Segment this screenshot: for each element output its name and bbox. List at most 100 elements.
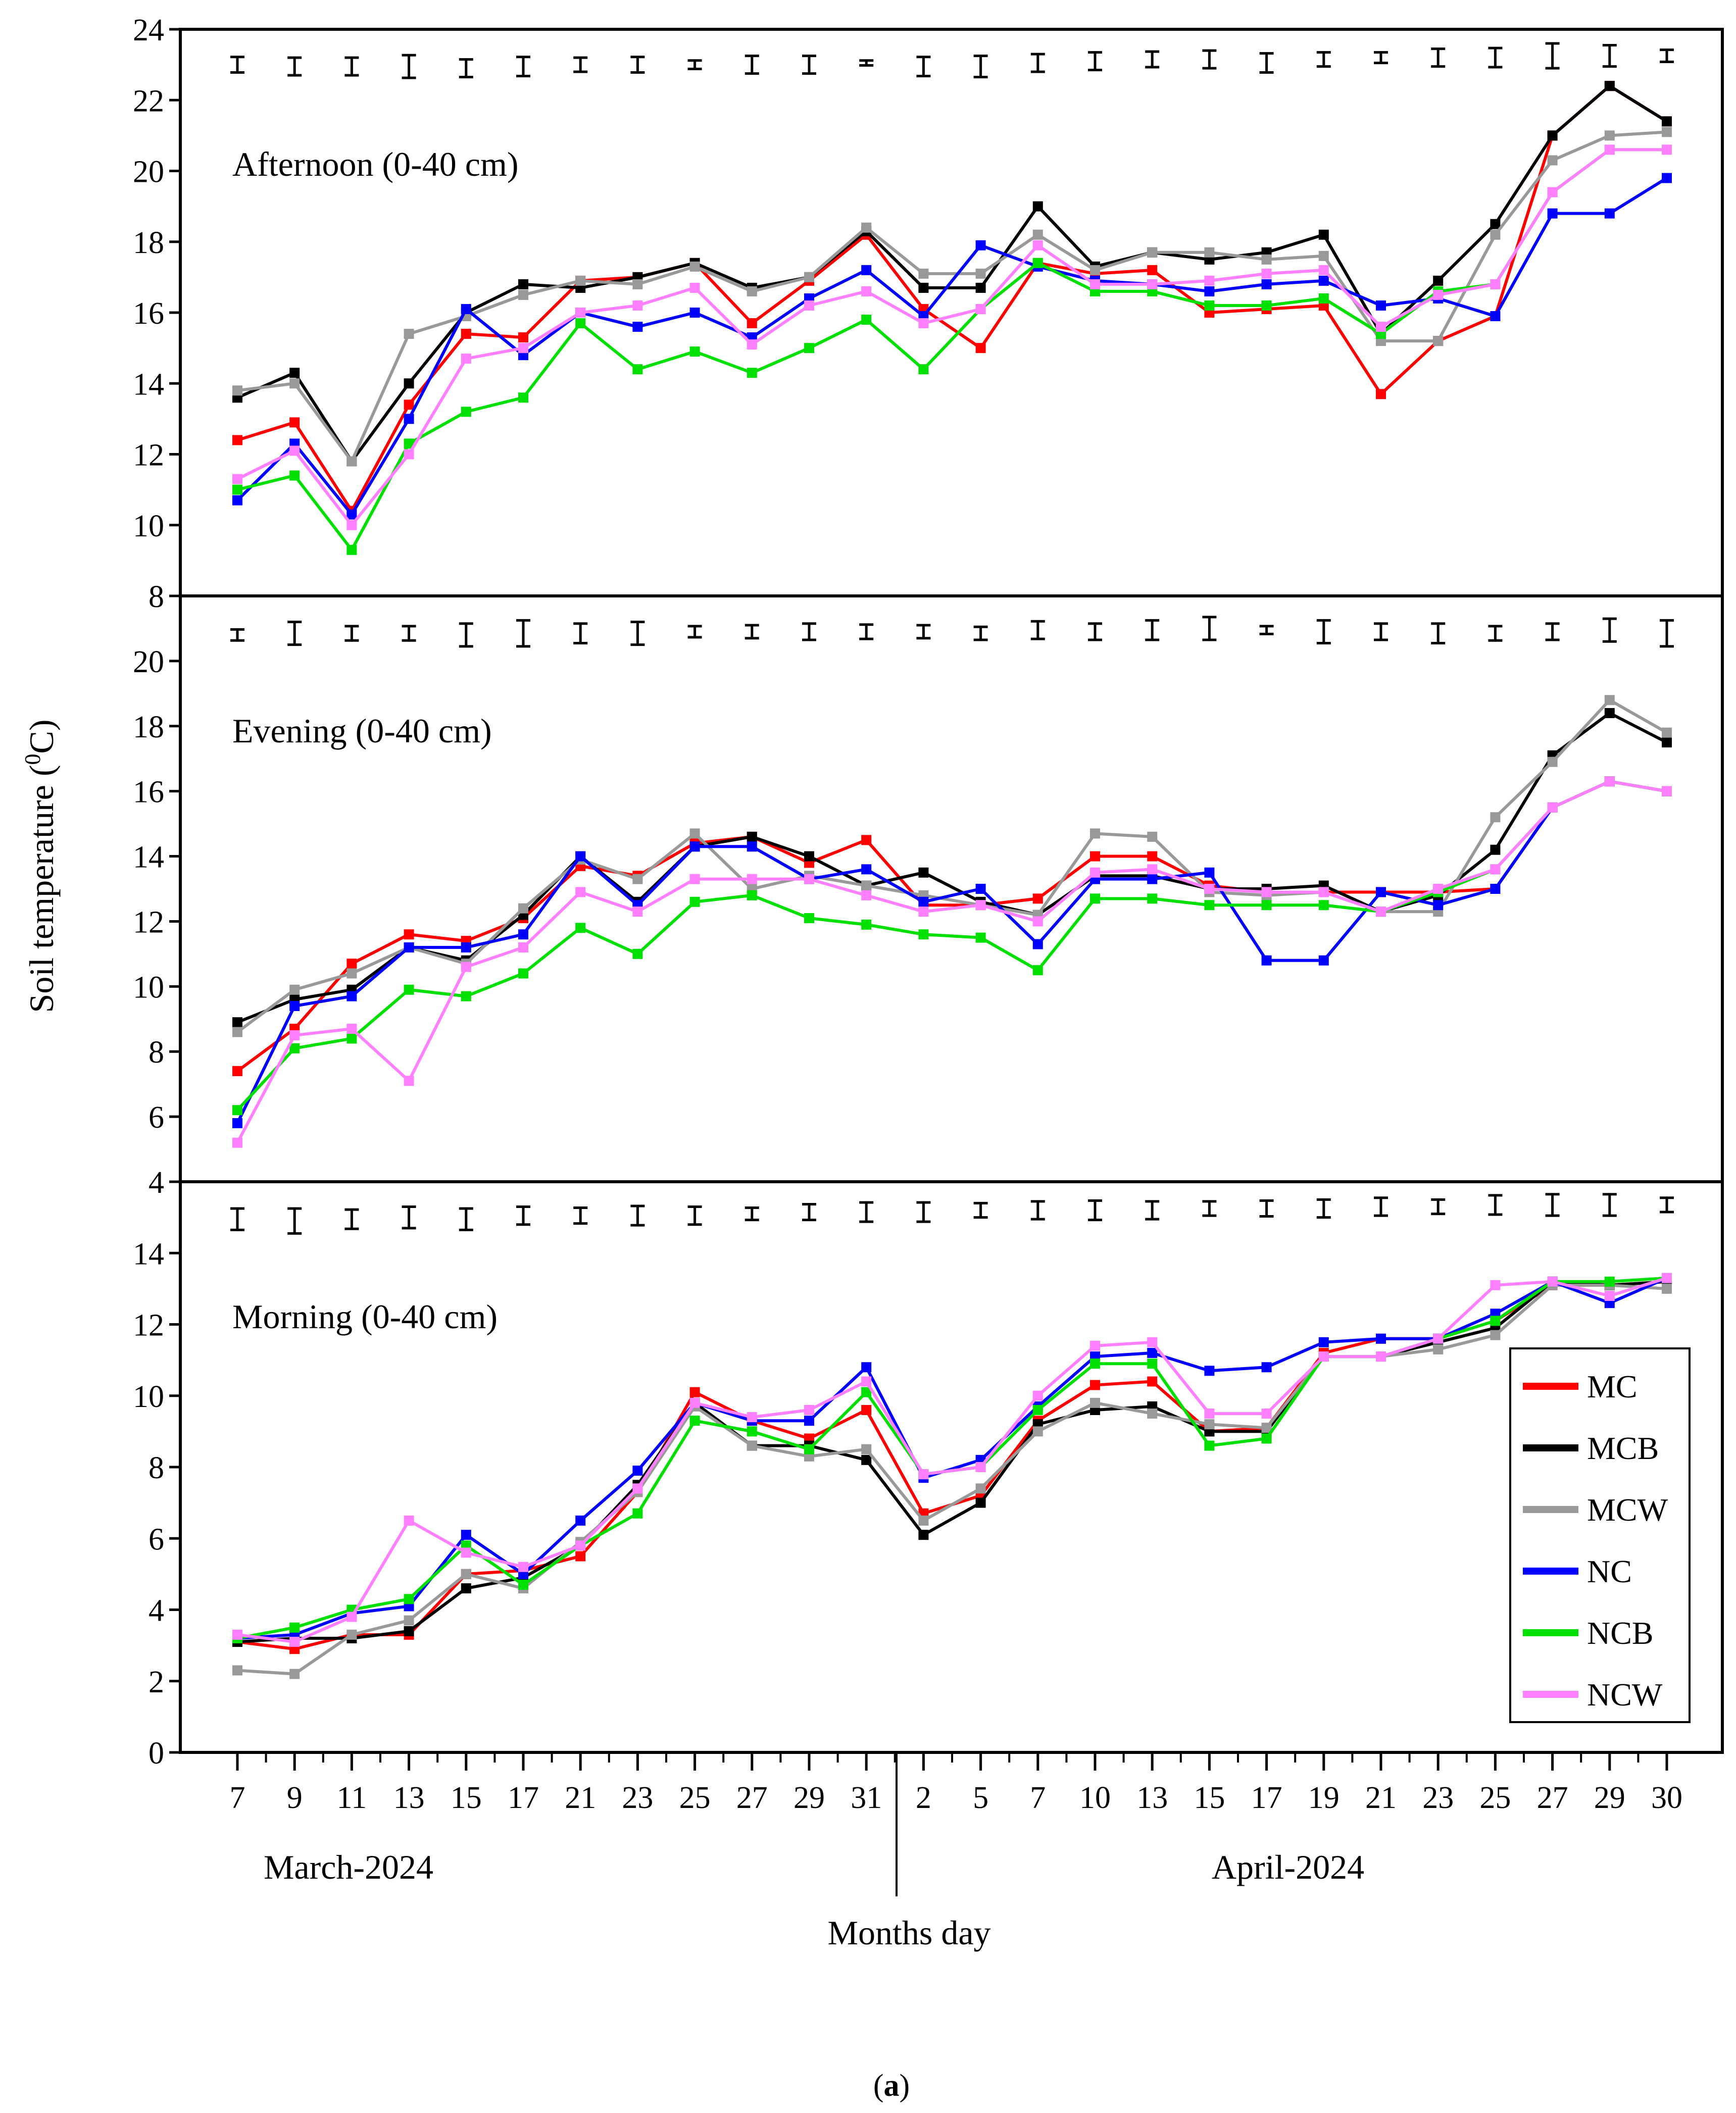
data-point (1032, 1405, 1043, 1415)
error-bar (287, 56, 302, 77)
data-point (975, 932, 986, 943)
data-point (1261, 887, 1272, 897)
data-point (747, 1440, 757, 1451)
data-point (461, 1530, 471, 1540)
data-point (632, 322, 643, 332)
data-point (861, 1454, 872, 1465)
data-point (1204, 275, 1215, 286)
series-NCB (232, 776, 1672, 1116)
data-point (975, 268, 986, 279)
data-point (632, 1508, 643, 1519)
data-point (461, 1583, 471, 1594)
data-point (1604, 695, 1615, 706)
data-point (975, 884, 986, 894)
data-point (404, 414, 414, 424)
error-bar (1088, 1199, 1102, 1222)
data-point (632, 907, 643, 917)
error-bar (916, 624, 931, 640)
data-point (346, 1033, 357, 1044)
data-point (575, 887, 586, 897)
error-bar (1259, 625, 1274, 635)
data-point (1090, 265, 1100, 275)
y-tick-label: 18 (133, 710, 164, 744)
y-tick-label: 4 (148, 1166, 164, 1200)
data-point (1490, 864, 1501, 875)
data-point (346, 991, 357, 1001)
data-point (1318, 1337, 1329, 1347)
error-bar (1316, 619, 1331, 644)
panel-frame (179, 1180, 1724, 1754)
data-point (1147, 1337, 1158, 1347)
data-point (1604, 708, 1615, 718)
x-tick-label: 2 (916, 1781, 931, 1815)
error-bar (1316, 51, 1331, 68)
series-MCW (232, 1280, 1672, 1679)
error-bar (973, 625, 988, 641)
data-point (232, 495, 242, 506)
y-tick-label: 10 (133, 509, 164, 543)
error-bar (402, 625, 416, 642)
data-point (1261, 268, 1272, 279)
data-point (404, 929, 414, 940)
data-point (1376, 1351, 1386, 1362)
error-bar (459, 58, 473, 79)
error-bar (916, 1201, 931, 1223)
data-point (1604, 81, 1615, 91)
data-point (689, 874, 700, 884)
error-bar (402, 54, 416, 79)
error-bar (1660, 48, 1674, 64)
data-point (1090, 828, 1100, 839)
error-bar (230, 56, 244, 74)
data-point (461, 962, 471, 972)
error-bar (1660, 619, 1674, 648)
data-point (861, 1405, 872, 1415)
y-tick-label: 14 (133, 1237, 164, 1271)
data-point (289, 1030, 300, 1040)
y-tick-label: 22 (133, 84, 164, 118)
error-bar (973, 1201, 988, 1219)
figure-caption-letter: a (884, 2069, 900, 2103)
data-point (404, 329, 414, 339)
error-bar (630, 621, 645, 646)
data-point (575, 318, 586, 329)
data-point (689, 1387, 700, 1397)
series-line (236, 780, 1667, 1144)
data-point (918, 364, 929, 375)
error-bar (1030, 620, 1045, 640)
legend[interactable]: MC MCB MCW NC NCB NCW (1509, 1347, 1691, 1723)
data-point (918, 929, 929, 940)
error-bar (745, 1206, 759, 1222)
error-bar (859, 623, 874, 640)
data-point (1032, 229, 1043, 240)
data-point (232, 1017, 242, 1028)
series-line (237, 1280, 1667, 1644)
data-point (861, 222, 872, 233)
series-line (237, 1276, 1667, 1644)
panel-1: 4 6 8 10 12 14 16 18 20 Evening (0-40 cm) (133, 594, 1724, 1200)
series-line (236, 176, 1668, 516)
data-point (1604, 208, 1615, 219)
series-line (236, 148, 1667, 527)
error-bar (573, 56, 588, 73)
x-tick-label: 7 (230, 1781, 245, 1815)
data-point (1433, 1333, 1444, 1344)
error-bar (1202, 49, 1217, 70)
x-tick-label: 13 (393, 1781, 425, 1815)
data-point (1261, 1423, 1272, 1433)
data-point (404, 1594, 414, 1604)
series-line (236, 712, 1668, 1024)
data-point (804, 1416, 814, 1426)
data-point (346, 509, 357, 520)
x-tick-label: 13 (1136, 1781, 1168, 1815)
x-tick-label: 21 (565, 1781, 596, 1815)
data-point (289, 470, 300, 481)
data-point (1147, 247, 1158, 258)
data-point (1090, 279, 1100, 289)
x-tick-label: 5 (973, 1781, 988, 1815)
data-point (975, 240, 986, 250)
series-NCW (232, 1273, 1672, 1647)
y-tick-label: 10 (133, 970, 164, 1004)
data-point (1204, 867, 1215, 878)
data-point (689, 841, 700, 852)
error-bar (344, 625, 359, 642)
